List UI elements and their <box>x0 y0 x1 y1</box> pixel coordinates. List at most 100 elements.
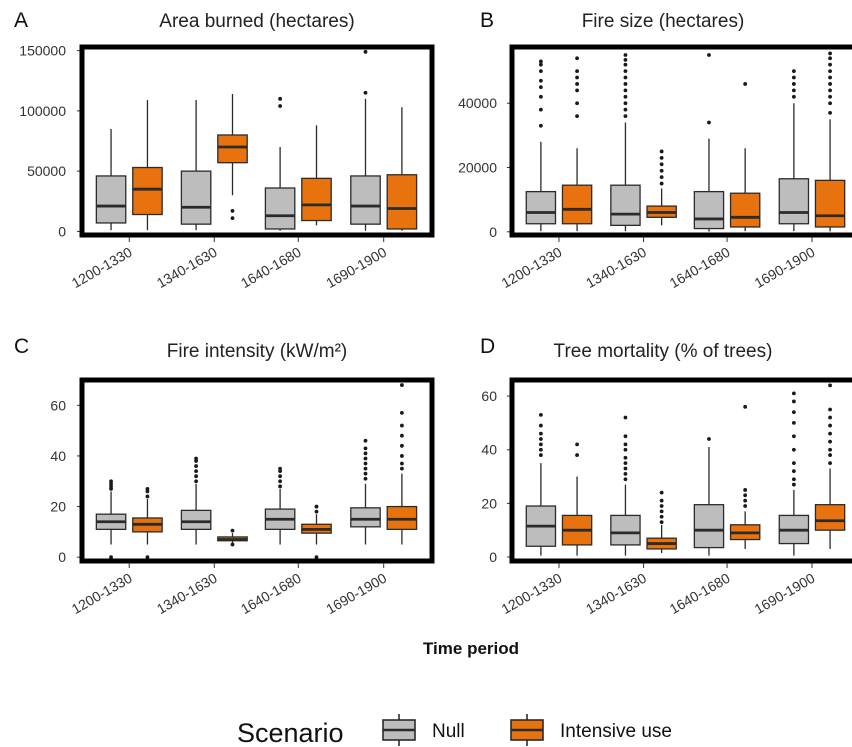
x-tick-label: 1640-1680 <box>667 244 733 291</box>
outlier-point <box>659 504 664 508</box>
box-null-1640-1680 <box>264 466 296 545</box>
panel-title-d: Tree mortality (% of trees) <box>554 341 773 362</box>
outlier-point <box>623 442 628 447</box>
outlier-point <box>828 51 832 56</box>
x-tick-label: 1200-1330 <box>498 244 564 291</box>
box-null-1200-1330 <box>525 59 557 232</box>
outlier-point <box>538 442 543 447</box>
x-tick-label: 1690-1900 <box>751 570 817 617</box>
box-intensive-1340-1630 <box>217 94 248 221</box>
plot-area-c: 0 20 40 60 1200-1330 1340-1630 1640-1680 1690-1… <box>50 377 435 617</box>
outlier-point <box>623 461 628 466</box>
outlier-point <box>623 434 628 439</box>
outlier-point <box>828 101 832 106</box>
outlier-point <box>538 123 543 128</box>
outlier-point <box>363 90 368 95</box>
outlier-point <box>623 471 628 476</box>
plot-frame <box>509 377 852 564</box>
box-iqr <box>350 175 381 225</box>
box-intensive-1340-1630 <box>217 528 248 547</box>
outlier-point <box>623 114 628 118</box>
legend-label-null: Null <box>432 721 465 742</box>
outlier-point <box>109 555 113 560</box>
outlier-point <box>538 453 543 457</box>
outlier-point <box>828 461 832 466</box>
outlier-point <box>791 69 796 74</box>
outlier-point <box>743 488 748 492</box>
outlier-point <box>828 383 832 388</box>
outlier-point <box>828 88 832 93</box>
panel-d: D Tree mortality (% of trees) 0 20 40 60 120… <box>480 335 852 617</box>
outlier-point <box>538 437 543 441</box>
outlier-point <box>791 410 796 415</box>
outlier-point <box>828 447 832 452</box>
box-intensive-1640-1680 <box>301 504 332 560</box>
x-tick-label: 1690-1900 <box>323 570 389 617</box>
box-iqr <box>264 187 296 230</box>
box-iqr <box>814 504 846 531</box>
outlier-point <box>363 49 368 54</box>
outlier-point <box>538 85 543 90</box>
outlier-point <box>538 447 543 452</box>
outlier-point <box>623 101 628 106</box>
outlier-point <box>791 482 796 487</box>
outlier-point <box>743 82 748 86</box>
plot-frame <box>509 44 852 238</box>
outlier-point <box>575 114 579 118</box>
outlier-point <box>828 82 832 86</box>
box-iqr <box>180 509 212 531</box>
y-tick-label: 0 <box>489 549 497 565</box>
outlier-point <box>659 149 664 154</box>
outlier-point <box>791 434 796 439</box>
outlier-point <box>109 479 113 484</box>
outlier-point <box>828 423 832 428</box>
outlier-point <box>538 69 543 74</box>
outlier-point <box>538 62 543 67</box>
outlier-point <box>230 528 235 533</box>
y-tick-label: 40000 <box>458 95 497 111</box>
outlier-point <box>791 447 796 452</box>
box-intensive-1640-1680 <box>729 404 761 549</box>
box-iqr <box>561 184 593 225</box>
outlier-point <box>400 423 404 428</box>
box-intensive-1690-1900 <box>814 383 846 549</box>
panel-letter-b: B <box>480 9 494 32</box>
outlier-point <box>659 520 664 525</box>
x-tick-label: 1640-1680 <box>238 244 304 291</box>
box-null-1200-1330 <box>95 479 127 560</box>
outlier-point <box>575 101 579 106</box>
outlier-point <box>230 216 235 221</box>
outlier-point <box>659 175 664 180</box>
outlier-point <box>791 94 796 99</box>
panel-letter-c: C <box>14 335 29 358</box>
outlier-point <box>400 443 404 448</box>
outlier-point <box>828 62 832 67</box>
box-null-1340-1630 <box>180 100 212 231</box>
box-iqr <box>301 177 332 222</box>
outlier-point <box>363 471 368 476</box>
box-null-1640-1680 <box>693 53 725 232</box>
outlier-point <box>743 404 748 409</box>
outlier-point <box>278 474 282 479</box>
x-tick-label: 1690-1900 <box>323 244 389 291</box>
box-iqr <box>217 134 248 164</box>
panel-a: A Area burned (hectares) 0 50000 100000 150… <box>14 9 435 291</box>
outlier-point <box>314 504 319 509</box>
outlier-point <box>575 442 579 447</box>
outlier-point <box>707 437 711 441</box>
outlier-point <box>194 456 199 461</box>
box-null-1340-1630 <box>610 53 641 232</box>
outlier-point <box>194 474 199 479</box>
outlier-point <box>791 75 796 80</box>
outlier-point <box>623 53 628 57</box>
box-intensive-1200-1330 <box>561 56 593 232</box>
box-null-1340-1630 <box>180 456 212 545</box>
outlier-point <box>575 75 579 80</box>
outlier-point <box>363 476 368 481</box>
outlier-point <box>278 96 282 101</box>
plot-area-a: 0 50000 100000 150000 1200-1330 1340-1630 1640… <box>19 43 435 291</box>
outlier-point <box>538 431 543 436</box>
outlier-point <box>791 421 796 425</box>
box-iqr <box>350 507 381 528</box>
box-iqr <box>693 504 725 549</box>
